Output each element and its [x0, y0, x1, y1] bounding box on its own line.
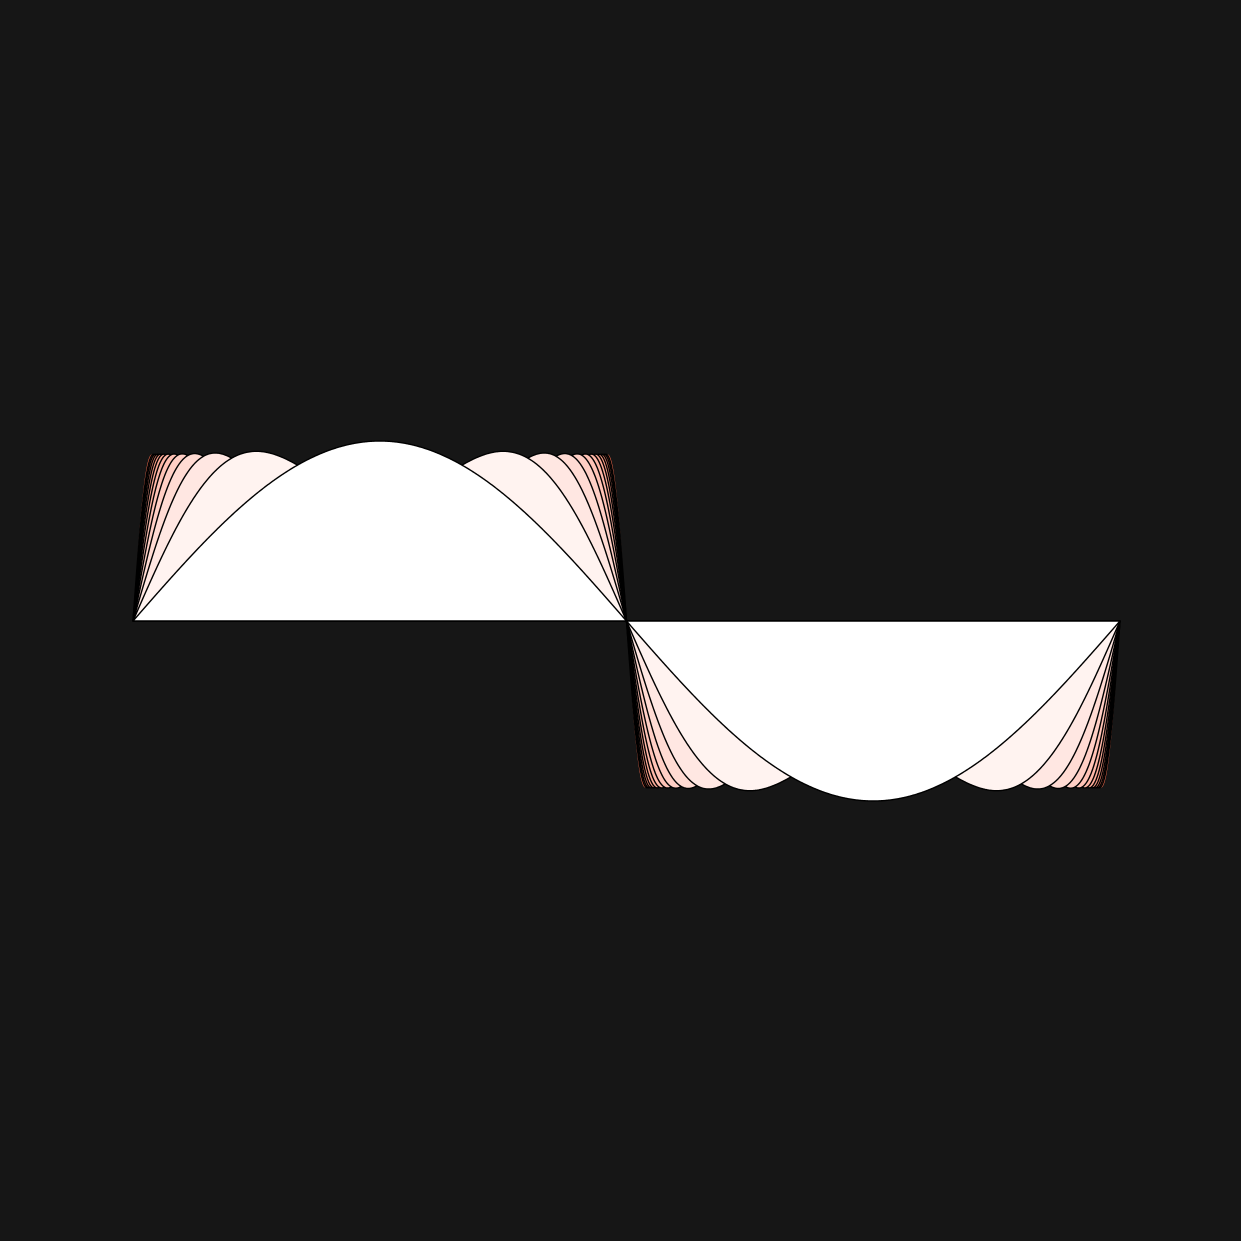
partial-sum-layers	[132, 440, 1121, 802]
partial-sum-n1-lower-lobe	[625, 620, 1121, 802]
partial-sum-n1-upper-lobe	[132, 440, 628, 622]
